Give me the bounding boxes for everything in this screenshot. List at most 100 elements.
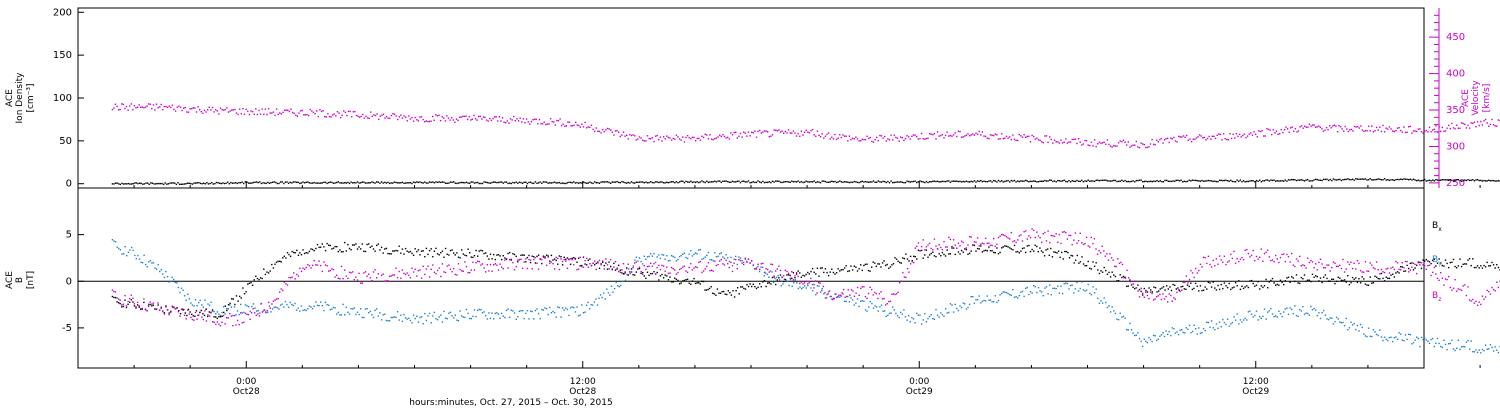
by-point [1077,290,1080,292]
velocity-point [251,111,254,113]
velocity-point [132,109,134,111]
bx-point [541,262,543,265]
density-point [409,182,412,184]
bx-point [1347,275,1349,277]
velocity-point [1347,130,1350,133]
bx-point [808,273,811,275]
bx-point [456,252,458,254]
density-point [1408,179,1410,181]
bx-point [845,265,847,267]
bx-point [344,241,346,244]
density-point [1263,180,1266,182]
by-point [323,309,325,312]
density-point [126,183,128,185]
density-point [453,181,455,183]
by-point [385,319,388,322]
velocity-point [1198,134,1201,136]
by-point [1127,329,1129,331]
bx-point [685,279,687,281]
density-point [441,181,444,183]
bx-point [356,248,359,250]
by-point [1167,333,1169,336]
by-point [336,313,338,315]
bx-point [1307,279,1309,281]
velocity-point [1178,135,1180,138]
density-point [1387,179,1389,181]
density-point [1127,180,1129,183]
bx-point [553,258,556,260]
velocity-point [357,115,359,117]
velocity-point [1077,138,1080,140]
by-point [427,315,429,317]
density-point [493,181,495,183]
velocity-point [658,138,660,141]
density-point [1343,178,1346,181]
density-point [1267,179,1269,181]
by-point [216,311,219,313]
velocity-point [325,116,327,118]
bx-point [436,253,439,255]
bx-point [1372,282,1375,284]
density-point [118,183,120,185]
bx-point [1117,280,1120,282]
by-point [980,302,982,304]
density-point [997,179,1000,182]
bx-point [1367,284,1370,286]
by-point [416,315,418,317]
density-point [259,181,261,183]
bx-point [619,269,621,271]
density-point [167,183,170,185]
by-point [472,315,474,318]
velocity-point [1325,127,1328,129]
bx-point [371,245,373,247]
by-point [364,308,367,310]
velocity-point [720,135,722,138]
by-point [1050,294,1052,296]
by-point [928,315,931,318]
density-point [287,182,290,184]
velocity-point [1222,133,1225,135]
by-point [1137,332,1139,334]
bx-point [179,313,182,315]
by-point [727,257,729,259]
by-point [212,310,214,312]
velocity-point [141,106,143,108]
by-point [566,308,569,311]
density-tick-label: 50 [59,136,72,147]
bx-point [670,281,673,283]
velocity-point [1238,133,1241,135]
velocity-point [938,135,940,137]
bx-point [991,250,993,252]
density-point [1488,179,1490,181]
by-point [678,255,681,258]
density-point [871,181,873,183]
density-point [122,183,125,185]
density-point [914,180,916,182]
density-point [162,183,165,186]
velocity-point [1422,132,1424,134]
velocity-point [200,111,202,113]
by-point [621,280,624,283]
velocity-point [1214,137,1217,140]
date-tick-label: Oct29 [1242,387,1269,397]
velocity-point [997,138,1000,140]
density-point [539,181,541,183]
density-point [783,181,785,183]
density-point [892,181,894,184]
velocity-point [1044,135,1046,137]
bx-point [962,251,964,253]
bx-point [250,282,252,284]
by-point [1138,337,1141,340]
bx-point [1249,280,1251,282]
by-point [775,276,778,279]
bx-point [363,250,365,252]
density-point [1319,179,1322,181]
by-point [1340,322,1343,324]
bx-point [328,244,330,246]
velocity-point [1472,122,1474,124]
density-point [425,182,428,184]
density-point [1268,180,1270,182]
bx-point [727,290,729,292]
bx-point [661,273,663,276]
density-point [496,181,498,184]
